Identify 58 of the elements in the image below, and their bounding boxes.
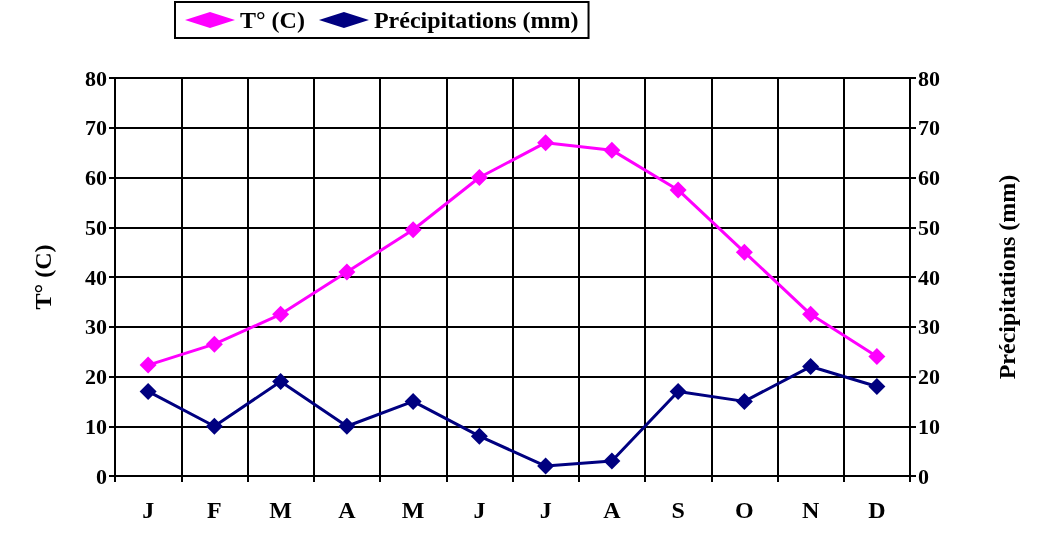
point xyxy=(868,377,886,395)
legend-label: T° (C) xyxy=(240,7,305,33)
point xyxy=(669,181,687,199)
point xyxy=(669,382,687,400)
point xyxy=(537,457,555,475)
legend-label: Précipitations (mm) xyxy=(373,7,579,33)
point xyxy=(802,358,820,376)
point xyxy=(802,305,820,323)
x-tick-label: F xyxy=(207,497,222,523)
y2-tick-label: 70 xyxy=(918,115,940,141)
x-tick-label: O xyxy=(735,497,754,523)
x-tick-label: N xyxy=(801,497,820,523)
x-tick-label: J xyxy=(539,497,552,523)
y-tick-label: 10 xyxy=(85,413,107,439)
point xyxy=(338,417,356,435)
point xyxy=(205,417,223,435)
point xyxy=(139,356,157,374)
x-tick-label: S xyxy=(671,497,685,523)
x-tick-label: J xyxy=(473,497,486,523)
y2-tick-label: 0 xyxy=(918,463,929,489)
point xyxy=(868,348,886,366)
y-tick-label: 30 xyxy=(85,314,107,340)
y-tick-label: 20 xyxy=(85,364,107,389)
point xyxy=(603,141,621,159)
y-tick-label: 40 xyxy=(85,264,107,290)
point xyxy=(272,372,290,390)
x-tick-label: M xyxy=(269,497,292,523)
y2-tick-label: 30 xyxy=(918,314,940,340)
point xyxy=(338,263,356,281)
point xyxy=(603,452,621,470)
x-tick-label: J xyxy=(142,497,155,523)
y2-tick-label: 80 xyxy=(918,65,940,91)
point xyxy=(537,134,555,152)
y2-tick-label: 50 xyxy=(918,214,940,240)
point xyxy=(470,427,488,445)
point xyxy=(404,221,422,239)
x-tick-label: M xyxy=(401,497,425,523)
y2-tick-label: 40 xyxy=(918,264,940,290)
y2-tick-label: 60 xyxy=(918,165,940,190)
y-axis-title: T° (C) xyxy=(30,244,56,310)
y-tick-label: 70 xyxy=(85,115,107,141)
point xyxy=(205,335,223,353)
point xyxy=(139,382,157,400)
x-tick-label: A xyxy=(603,497,622,523)
x-tick-label: D xyxy=(868,497,886,523)
x-tick-label: A xyxy=(338,497,357,523)
y-tick-label: 0 xyxy=(96,463,107,489)
y2-tick-label: 20 xyxy=(918,364,940,389)
point xyxy=(735,392,753,410)
y-tick-label: 80 xyxy=(85,65,107,91)
point xyxy=(272,305,290,323)
y2-axis-title: Précipitations (mm) xyxy=(994,174,1020,380)
y-tick-label: 60 xyxy=(85,165,107,190)
y2-tick-label: 10 xyxy=(918,413,940,439)
point xyxy=(404,392,422,410)
point xyxy=(470,169,488,186)
y-tick-label: 50 xyxy=(85,214,107,240)
point xyxy=(735,243,753,261)
